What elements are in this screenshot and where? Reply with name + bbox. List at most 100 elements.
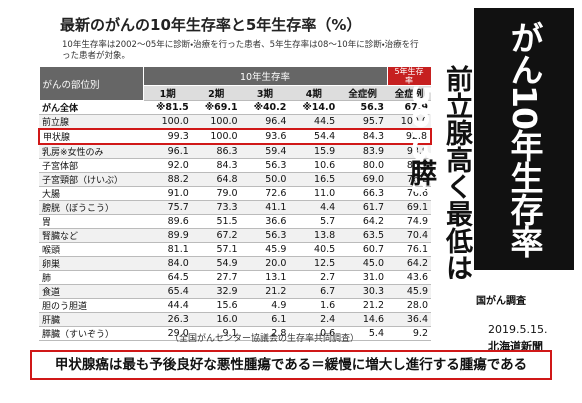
value-cell: 69.0: [338, 172, 387, 187]
subheader-row: 1期2期3期4期全症例全症例: [39, 85, 431, 101]
value-cell: 5.4: [338, 326, 387, 341]
value-cell: 65.4: [143, 284, 192, 299]
date: 2019.5.15.: [488, 323, 548, 336]
value-cell: 57.1: [191, 242, 241, 257]
site-cell: 胃: [39, 214, 143, 229]
value-cell: 1.6: [289, 298, 339, 313]
value-cell: 10.6: [289, 158, 339, 173]
value-cell: 88.2: [143, 172, 192, 187]
value-cell: 13.8: [289, 228, 339, 243]
value-cell: 67.9: [387, 100, 431, 115]
value-cell: ※81.5: [143, 100, 192, 115]
value-cell: 6.7: [289, 284, 339, 299]
value-cell: 93.6: [240, 128, 290, 145]
value-cell: ※69.1: [191, 100, 241, 115]
site-cell: 子宮体部: [39, 158, 143, 173]
value-cell: 92.8: [387, 128, 432, 145]
value-cell: 45.9: [240, 242, 290, 257]
value-cell: 96.1: [143, 144, 192, 159]
headline: がん10年生存率56.3%: [405, 8, 574, 270]
value-cell: 32.9: [191, 284, 241, 299]
subheader-cell: 全症例: [338, 85, 387, 101]
value-cell: 64.5: [143, 270, 192, 285]
subheader-cell: 全症例: [387, 85, 431, 101]
value-cell: 21.2: [338, 298, 387, 313]
value-cell: 5.7: [289, 214, 339, 229]
value-cell: ※14.0: [289, 100, 339, 115]
subheader-cell: 3期: [240, 85, 290, 101]
value-cell: 40.5: [289, 242, 339, 257]
table-row: 胃 89.6 51.5 36.6 5.7 64.2 74.9: [39, 214, 431, 229]
value-cell: 2.4: [289, 312, 339, 327]
value-cell: 67.2: [191, 228, 241, 243]
table-row: がん全体※81.5※69.1※40.2※14.056.367.9: [39, 100, 431, 115]
value-cell: 11.0: [289, 186, 339, 201]
value-cell: 89.6: [143, 214, 192, 229]
value-cell: ※40.2: [240, 100, 290, 115]
site-cell: 胆のう胆道: [39, 298, 143, 313]
value-cell: 4.4: [289, 200, 339, 215]
value-cell: 85.7: [387, 158, 431, 173]
value-cell: 89.9: [143, 228, 192, 243]
value-cell: 30.3: [338, 284, 387, 299]
header-cell: 5年生存率: [386, 66, 432, 86]
value-cell: 56.3: [240, 228, 290, 243]
value-cell: 86.3: [191, 144, 241, 159]
value-cell: 2.7: [289, 270, 339, 285]
value-cell: 61.7: [338, 200, 387, 215]
value-cell: 51.5: [191, 214, 241, 229]
table-title: 最新のがんの10年生存率と5年生存率（%）: [60, 16, 362, 34]
site-cell: 膵臓（すいぞう）: [39, 326, 143, 341]
table-row: 胆のう胆道 44.4 15.6 4.9 1.6 21.2 28.0: [39, 298, 431, 313]
site-cell: 腎臓など: [39, 228, 143, 243]
value-cell: 79.0: [191, 186, 241, 201]
value-cell: 60.7: [338, 242, 387, 257]
value-cell: 64.2: [338, 214, 387, 229]
value-cell: 100.0: [191, 128, 241, 145]
site-cell: 乳房※女性のみ: [39, 144, 143, 159]
value-cell: 59.4: [240, 144, 290, 159]
value-cell: 15.9: [289, 144, 339, 159]
site-cell: 子宮頸部（けいぶ）: [39, 172, 143, 187]
value-cell: 96.4: [240, 114, 290, 130]
value-cell: 9.2: [387, 326, 431, 341]
value-cell: 15.6: [191, 298, 241, 313]
value-cell: 76.2: [387, 172, 431, 187]
value-cell: 36.6: [240, 214, 290, 229]
value-cell: 93.9: [387, 144, 431, 159]
value-cell: 70.4: [387, 228, 431, 243]
site-cell: 大腸: [39, 186, 143, 201]
site-cell: 卵巣: [39, 256, 143, 271]
table-row: 卵巣 84.0 54.9 20.0 12.5 45.0 64.2: [39, 256, 431, 271]
value-cell: 100.0: [387, 114, 431, 130]
value-cell: 69.1: [387, 200, 431, 215]
value-cell: 4.9: [240, 298, 290, 313]
site-cell: 喉頭: [39, 242, 143, 257]
table-row: 腎臓など 89.9 67.2 56.3 13.8 63.5 70.4: [39, 228, 431, 243]
value-cell: 12.5: [289, 256, 339, 271]
value-cell: 27.7: [191, 270, 241, 285]
table-row: 膀胱（ぼうこう） 75.7 73.3 41.1 4.4 61.7 69.1: [39, 200, 431, 215]
value-cell: 56.3: [240, 158, 290, 173]
value-cell: 41.1: [240, 200, 290, 215]
value-cell: 45.9: [387, 284, 431, 299]
value-cell: 56.3: [338, 100, 387, 115]
value-cell: 84.3: [338, 128, 387, 145]
value-cell: 80.0: [338, 158, 387, 173]
table-row: 食道 65.4 32.9 21.2 6.7 30.3 45.9: [39, 284, 431, 299]
value-cell: 14.6: [338, 312, 387, 327]
value-cell: 76.1: [387, 242, 431, 257]
banner: 甲状腺癌は最も予後良好な悪性腫瘍である＝緩慢に増大し進行する腫瘍である: [30, 350, 552, 380]
value-cell: 13.1: [240, 270, 290, 285]
table-row: 膵臓（すいぞう） 29.0 9.1 2.8 0.6 5.4 9.2: [39, 326, 431, 341]
subheader-cell: 4期: [289, 85, 339, 101]
value-cell: 0.6: [289, 326, 339, 341]
table-row: 肺 64.5 27.7 13.1 2.7 31.0 43.6: [39, 270, 431, 285]
value-cell: 84.3: [191, 158, 241, 173]
survival-table: がんの部位別10年生存率5年生存率1期2期3期4期全症例全症例がん全体※81.5…: [38, 66, 432, 341]
site-cell: 前立腺: [39, 114, 143, 130]
value-cell: 76.6: [387, 186, 431, 201]
